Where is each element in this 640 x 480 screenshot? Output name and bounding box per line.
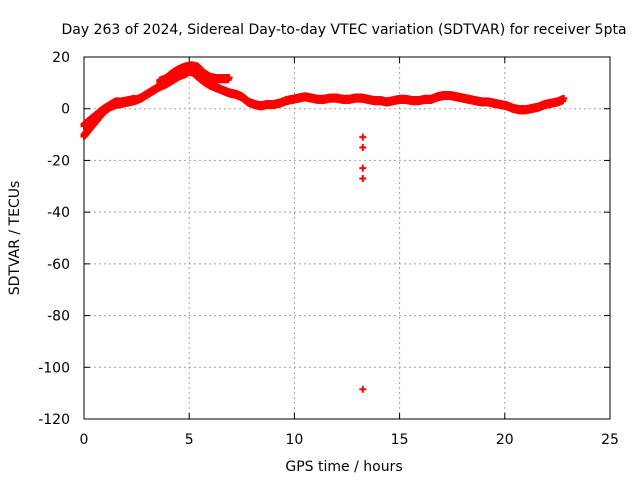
x-tick-label: 25 [601,432,619,448]
y-tick-label: 20 [52,50,70,66]
x-tick-label: 5 [185,432,194,448]
data-points [80,61,568,393]
chart-title: Day 263 of 2024, Sidereal Day-to-day VTE… [61,22,626,38]
data-point [225,74,233,82]
outlier-point [359,175,367,183]
outlier-point [359,144,367,151]
x-tick-label: 20 [496,432,514,448]
y-tick-label: 0 [61,102,70,118]
grid [84,57,610,419]
y-tick-label: -40 [47,205,70,221]
y-tick-label: -100 [38,360,70,376]
outlier-point [359,133,367,141]
x-tick-label: 15 [391,432,409,448]
x-axis-label: GPS time / hours [285,459,402,475]
y-tick-label: -20 [47,153,70,169]
x-tick-label: 10 [285,432,303,448]
plot-frame [83,56,611,420]
outlier-point [359,385,367,393]
axis-ticks [83,56,611,420]
data-point [130,94,138,102]
tick-labels: 0 5 10 15 20 25 20 0 -20 -40 -60 -80 -100 -120 [38,50,619,448]
x-tick-label: 0 [80,432,89,448]
y-tick-label: -60 [47,257,70,273]
y-axis-label: SDTVAR / TECUs [7,181,23,296]
y-tick-label: -120 [38,412,70,428]
data-point [560,94,568,102]
y-tick-label: -80 [47,309,70,325]
outlier-point [359,164,367,172]
